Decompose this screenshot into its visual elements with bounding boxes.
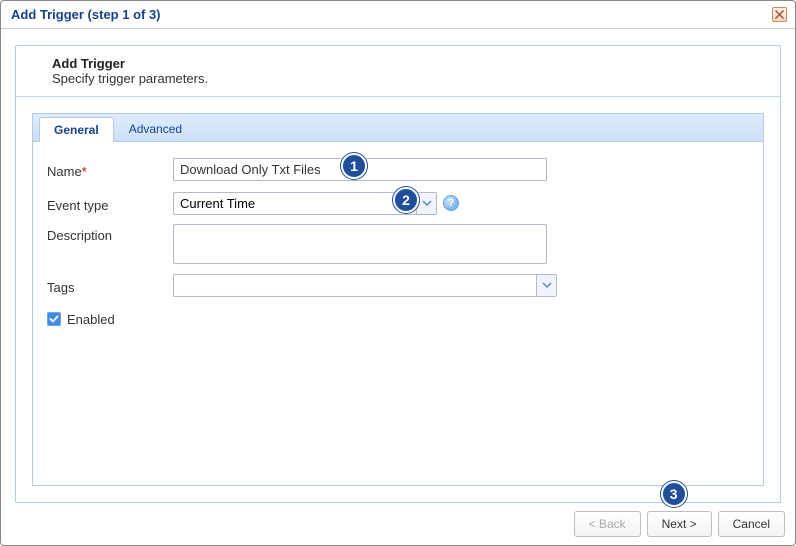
panel-title: Add Trigger — [52, 56, 766, 71]
enabled-checkbox[interactable] — [47, 312, 61, 326]
description-label: Description — [47, 224, 173, 243]
tab-panel-wrap: General Advanced Name* 1 — [16, 97, 780, 486]
required-mark: * — [82, 164, 87, 179]
next-button[interactable]: Next > — [647, 511, 712, 537]
cancel-button[interactable]: Cancel — [718, 511, 785, 537]
help-icon[interactable]: ? — [443, 195, 459, 211]
tags-label: Tags — [47, 276, 173, 295]
tab-strip: General Advanced — [33, 114, 763, 142]
dialog-window: Add Trigger (step 1 of 3) Add Trigger Sp… — [0, 0, 796, 546]
tags-input[interactable] — [174, 275, 536, 296]
event-type-label: Event type — [47, 194, 173, 213]
description-input[interactable] — [173, 224, 547, 264]
titlebar: Add Trigger (step 1 of 3) — [1, 1, 795, 29]
back-button[interactable]: < Back — [574, 511, 641, 537]
close-icon[interactable] — [772, 7, 787, 22]
name-input[interactable] — [173, 158, 547, 181]
chevron-down-icon[interactable] — [536, 275, 556, 296]
tab-body-general: Name* 1 Event type — [33, 142, 763, 485]
panel-subtitle: Specify trigger parameters. — [52, 71, 766, 86]
button-bar: < Back Next > 3 Cancel — [1, 503, 795, 545]
name-label: Name* — [47, 160, 173, 179]
chevron-down-icon[interactable] — [416, 193, 436, 214]
event-type-combo[interactable] — [173, 192, 437, 215]
tab-general[interactable]: General — [39, 117, 114, 142]
tab-panel: General Advanced Name* 1 — [32, 113, 764, 486]
tab-advanced[interactable]: Advanced — [114, 116, 197, 141]
event-type-input[interactable] — [174, 193, 416, 214]
dialog-body: Add Trigger Specify trigger parameters. … — [1, 31, 795, 503]
content-panel: Add Trigger Specify trigger parameters. … — [15, 45, 781, 503]
tags-combo[interactable] — [173, 274, 557, 297]
window-title: Add Trigger (step 1 of 3) — [11, 7, 161, 22]
enabled-label: Enabled — [67, 312, 115, 327]
panel-header: Add Trigger Specify trigger parameters. — [16, 46, 780, 97]
